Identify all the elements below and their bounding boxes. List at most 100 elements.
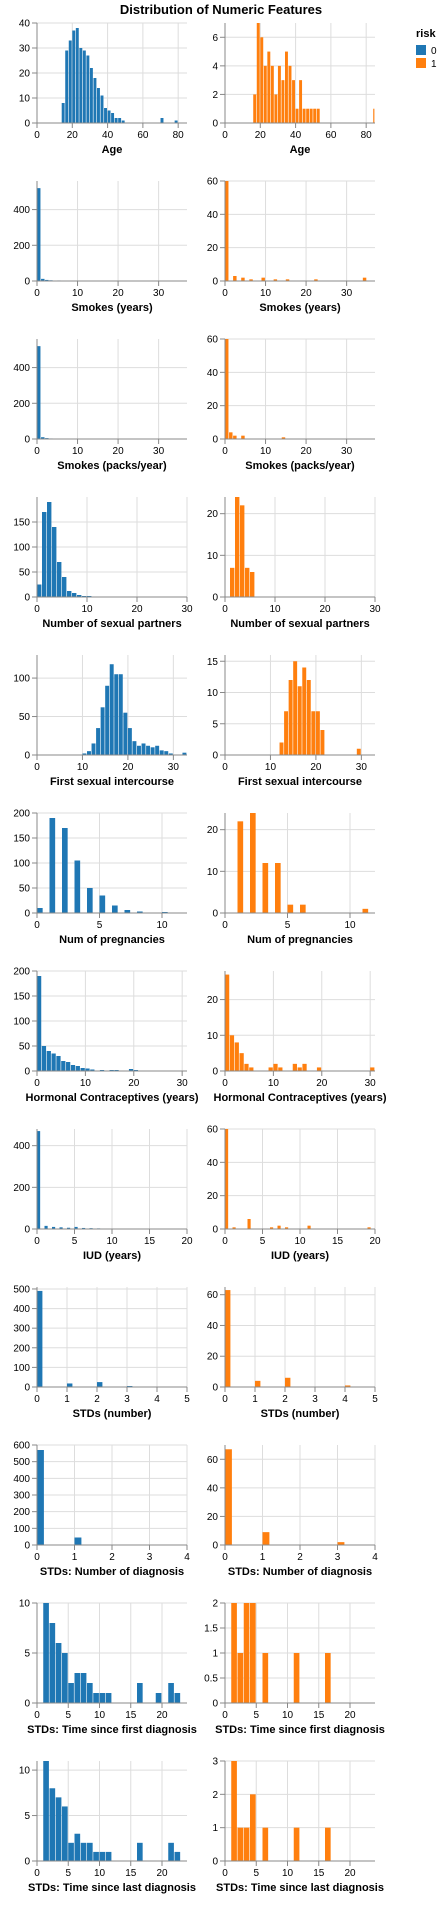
x-tick-label: 0 [222, 762, 228, 773]
y-tick-label: 0 [212, 1699, 218, 1710]
bar [52, 527, 57, 597]
y-tick-label: 150 [13, 992, 30, 1003]
x-tick-label: 0 [34, 604, 40, 615]
x-tick-label: 20 [156, 1710, 168, 1721]
bar [141, 743, 146, 755]
bar [137, 911, 143, 913]
bar [57, 562, 62, 597]
bar [137, 1842, 143, 1861]
x-tick-label: 5 [285, 920, 291, 931]
panel-first-sexual-intercourse-risk-1: 0 10 20 30 0 5 10 15 First sexual intercourse [207, 655, 375, 788]
x-tick-label: 2 [297, 1552, 303, 1563]
x-axis-title: First sexual intercourse [50, 776, 174, 788]
bar [293, 661, 298, 755]
y-tick-label: 4 [212, 61, 218, 72]
bar [96, 728, 101, 755]
x-tick-label: 2 [282, 1394, 288, 1405]
y-tick-label: 10 [19, 1599, 31, 1610]
bar [86, 55, 90, 123]
bar [237, 821, 244, 913]
bar [132, 741, 137, 755]
y-tick-label: 3 [212, 1757, 218, 1768]
bar [253, 94, 257, 123]
x-tick-label: 10 [106, 1236, 118, 1247]
x-tick-label: 1 [252, 1394, 258, 1405]
panel-num-of-pregnancies-risk-1: 0 5 10 0 10 20 Num of pregnancies [207, 813, 375, 946]
bar [288, 65, 292, 123]
bar [225, 181, 229, 281]
bar [281, 80, 285, 123]
bar [68, 40, 72, 123]
panel-stds-time-since-first-diagnosis-risk-1: 0 5 10 15 20 0 0.5 1 1.5 2 STDs: Time since first … [204, 1599, 385, 1737]
x-tick-label: 30 [153, 446, 165, 457]
bar [37, 908, 43, 913]
bar [37, 1450, 44, 1545]
bar [233, 435, 237, 439]
y-tick-label: 0 [212, 1857, 218, 1868]
x-axis-title: Hormonal Contraceptives (years) [214, 1092, 387, 1104]
bar [306, 680, 311, 755]
x-tick-label: 20 [301, 446, 313, 457]
bar [137, 745, 141, 755]
y-tick-label: 500 [13, 1457, 30, 1468]
bar [255, 1380, 261, 1387]
y-tick-label: 100 [13, 859, 30, 870]
bar [80, 1068, 85, 1071]
x-tick-label: 0 [222, 1552, 228, 1563]
bar [250, 1794, 256, 1861]
bar [235, 497, 240, 597]
y-tick-label: 1.5 [204, 1624, 218, 1635]
x-tick-label: 3 [124, 1394, 130, 1405]
bar [74, 860, 81, 913]
y-tick-label: 200 [13, 1507, 30, 1518]
y-tick-label: 60 [207, 335, 219, 346]
x-axis-title: STDs: Number of diagnosis [40, 1566, 184, 1578]
x-axis-title: IUD (years) [271, 1250, 329, 1262]
x-tick-label: 30 [356, 762, 368, 773]
panel-smokes-packs-year-risk-1: 0 10 20 30 0 20 40 60 Smokes (packs/year) [207, 335, 375, 472]
bar [59, 1227, 63, 1229]
bar [93, 1851, 99, 1861]
bar [43, 1761, 49, 1861]
x-tick-label: 10 [282, 1710, 294, 1721]
y-tick-label: 0 [24, 751, 30, 762]
y-tick-label: 400 [13, 1304, 30, 1315]
x-tick-label: 10 [344, 920, 356, 931]
y-tick-label: 40 [19, 19, 31, 30]
x-tick-label: 30 [153, 288, 165, 299]
bar [118, 118, 122, 123]
y-tick-label: 0 [212, 1383, 218, 1394]
y-tick-label: 10 [207, 688, 219, 699]
y-tick-label: 200 [13, 967, 30, 978]
bar [241, 435, 245, 439]
x-tick-label: 10 [156, 920, 168, 931]
x-tick-label: 5 [253, 1868, 259, 1879]
bar [150, 747, 155, 755]
x-axis-title: Smokes (packs/year) [245, 460, 355, 472]
x-axis-title: Age [102, 144, 123, 156]
bar [100, 95, 104, 123]
bar [316, 1067, 322, 1071]
bar [90, 1069, 95, 1071]
y-tick-label: 200 [13, 399, 30, 410]
x-tick-label: 5 [97, 920, 103, 931]
x-tick-label: 15 [313, 1710, 325, 1721]
y-tick-label: 40 [207, 210, 219, 221]
x-tick-label: 20 [113, 288, 125, 299]
panel-stds-time-since-last-diagnosis-risk-1: 0 5 10 15 20 0 1 2 3 STDs: Time since last diagno… [212, 1757, 384, 1895]
x-tick-label: 30 [168, 762, 180, 773]
bar [37, 584, 42, 597]
x-tick-label: 15 [144, 1236, 156, 1247]
bar [367, 1227, 371, 1229]
bar [285, 1377, 291, 1387]
x-tick-label: 30 [341, 446, 353, 457]
x-tick-label: 10 [80, 1078, 92, 1089]
x-axis-title: IUD (years) [83, 1250, 141, 1262]
x-tick-label: 0 [222, 130, 228, 141]
bar [105, 1851, 112, 1861]
bar [297, 686, 302, 755]
bar [65, 50, 69, 123]
y-tick-label: 0 [24, 1699, 30, 1710]
